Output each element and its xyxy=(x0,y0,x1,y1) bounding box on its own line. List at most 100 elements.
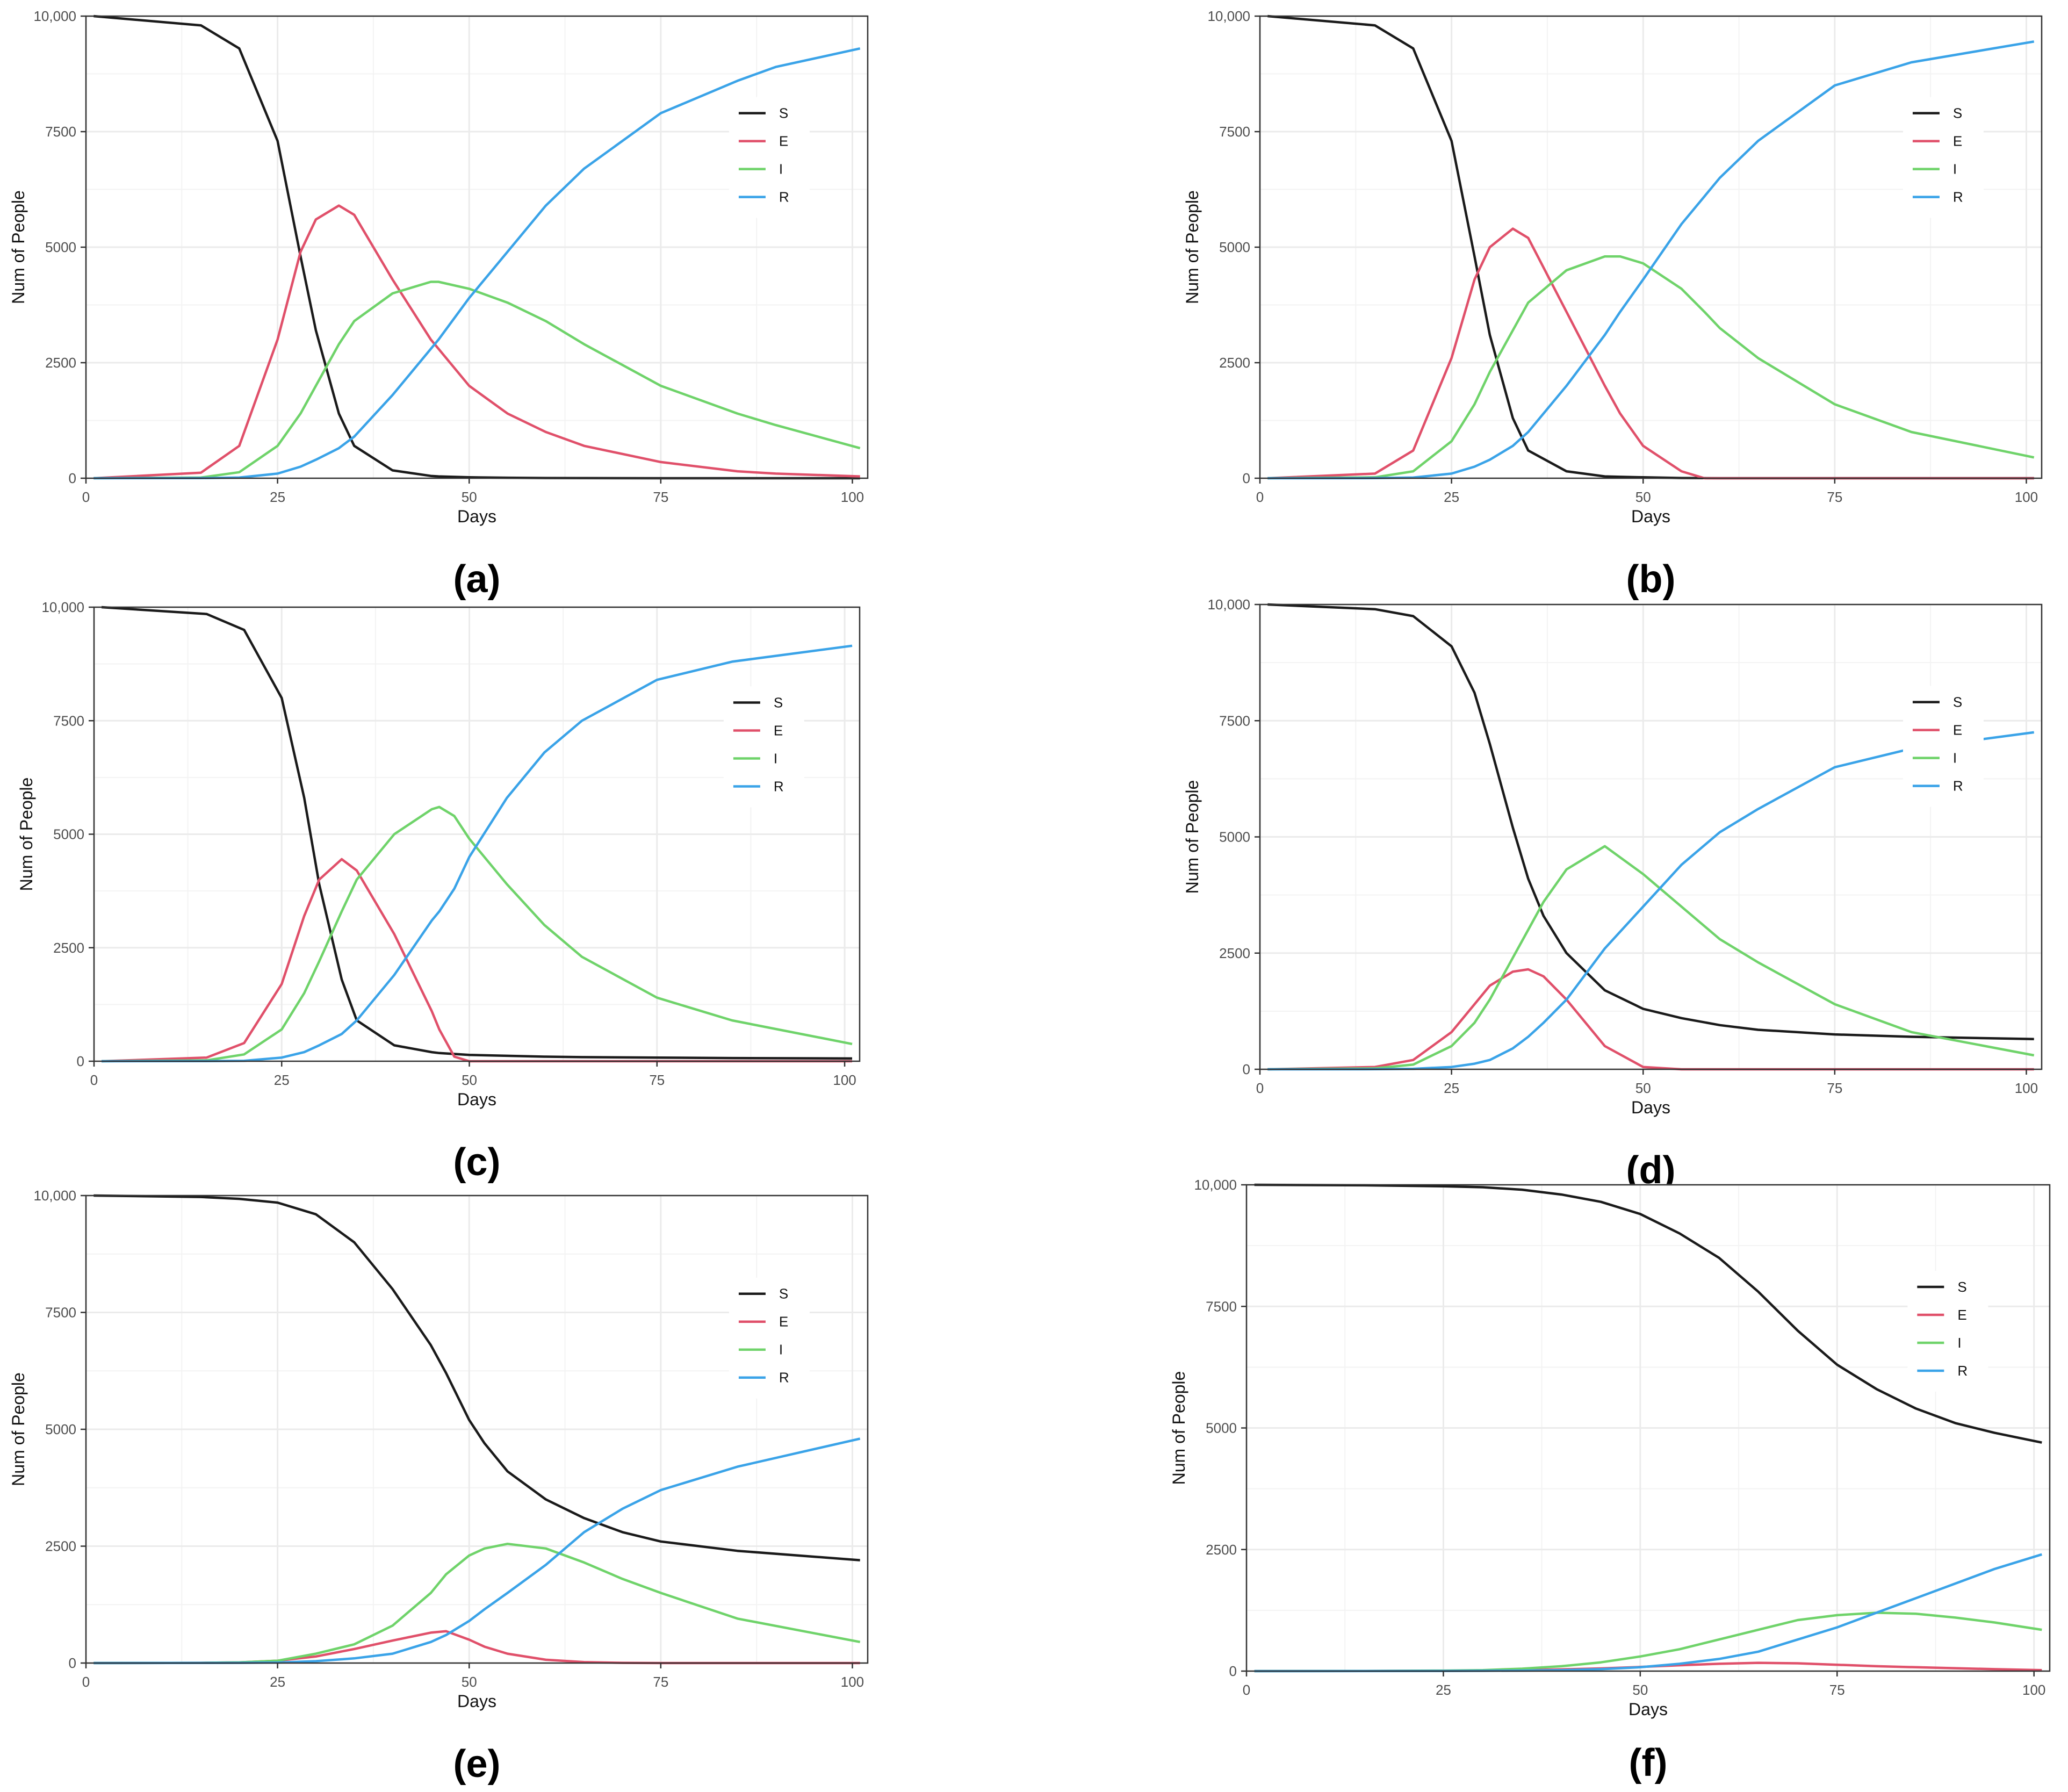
y-axis-title: Num of People xyxy=(1169,1371,1188,1485)
x-tick-label: 100 xyxy=(841,489,864,505)
x-tick-label: 25 xyxy=(1444,1080,1459,1096)
y-tick-label: 10,000 xyxy=(33,8,76,24)
legend-label-r: R xyxy=(1953,778,1963,794)
legend-label-s: S xyxy=(779,105,788,121)
x-tick-label: 100 xyxy=(2015,489,2038,505)
legend-label-i: I xyxy=(774,750,777,766)
y-axis-title: Num of People xyxy=(9,1372,28,1486)
y-tick-label: 2500 xyxy=(45,355,76,371)
x-tick-label: 50 xyxy=(462,1674,477,1690)
series-line-i xyxy=(93,1542,861,1665)
legend-label-i: I xyxy=(1953,750,1957,766)
x-tick-label: 25 xyxy=(1444,489,1459,505)
y-tick-label: 7500 xyxy=(45,1305,76,1321)
panel-caption: (c) xyxy=(453,1141,501,1184)
legend-label-r: R xyxy=(779,189,789,205)
series-line-s xyxy=(101,606,853,1060)
y-axis-title: Num of People xyxy=(1183,190,1202,304)
legend-label-r: R xyxy=(1957,1363,1968,1379)
series-line-i xyxy=(101,805,853,1063)
legend-background xyxy=(723,686,804,808)
y-tick-label: 5000 xyxy=(1219,829,1250,845)
y-tick-label: 7500 xyxy=(1219,713,1250,729)
x-axis-title: Days xyxy=(457,507,496,526)
series-line-r xyxy=(1267,731,2034,1071)
y-tick-label: 10,000 xyxy=(1194,1177,1237,1193)
chart-panel-e: 0 25 50 75 100 0 2500 5000 7500 10,000 Days Num of … xyxy=(9,1188,869,1786)
chart-panel-c: 0 25 50 75 100 0 2500 5000 7500 10,000 Days Num of … xyxy=(17,599,861,1184)
x-tick-label: 50 xyxy=(1632,1682,1648,1698)
y-tick-label: 0 xyxy=(1243,1061,1250,1077)
x-tick-label: 0 xyxy=(1256,489,1264,505)
x-tick-label: 50 xyxy=(462,1072,477,1088)
x-tick-label: 100 xyxy=(841,1674,864,1690)
legend-label-i: I xyxy=(1953,161,1957,177)
legend-label-s: S xyxy=(1953,105,1962,121)
panel-caption: (b) xyxy=(1626,558,1676,601)
x-tick-label: 75 xyxy=(1827,1080,1842,1096)
panel-caption: (f) xyxy=(1629,1741,1668,1784)
legend-label-i: I xyxy=(1957,1335,1961,1351)
legend-label-i: I xyxy=(779,161,783,177)
x-axis-title: Days xyxy=(1631,1098,1670,1117)
panel-caption: (e) xyxy=(453,1743,501,1786)
legend-background xyxy=(729,97,810,218)
legend-label-r: R xyxy=(1953,189,1963,205)
chart-panel-d: 0 25 50 75 100 0 2500 5000 7500 10,000 Days Num of … xyxy=(1183,596,2043,1192)
y-tick-label: 0 xyxy=(69,1655,76,1671)
x-tick-label: 75 xyxy=(653,1674,668,1690)
y-tick-label: 10,000 xyxy=(33,1188,76,1204)
x-tick-label: 25 xyxy=(270,489,285,505)
legend-background xyxy=(1907,1271,1988,1392)
x-tick-label: 0 xyxy=(82,1674,90,1690)
x-tick-label: 0 xyxy=(90,1072,98,1088)
legend-label-e: E xyxy=(779,133,788,149)
y-tick-label: 5000 xyxy=(45,1421,76,1437)
y-axis-title: Num of People xyxy=(9,190,28,304)
legend-background xyxy=(1903,97,1984,218)
y-tick-label: 10,000 xyxy=(1207,8,1250,24)
series-line-i xyxy=(1267,255,2035,480)
legend-label-r: R xyxy=(779,1370,789,1386)
legend-label-s: S xyxy=(779,1286,788,1302)
x-tick-label: 75 xyxy=(1827,489,1842,505)
y-tick-label: 5000 xyxy=(53,826,84,843)
y-tick-label: 0 xyxy=(1243,470,1250,486)
legend-label-r: R xyxy=(774,778,784,794)
x-tick-label: 100 xyxy=(2022,1682,2045,1698)
x-axis-title: Days xyxy=(457,1692,496,1711)
y-tick-label: 0 xyxy=(77,1053,84,1069)
y-tick-label: 2500 xyxy=(45,1538,76,1554)
series-line-e xyxy=(93,204,860,480)
x-tick-label: 0 xyxy=(82,489,90,505)
x-tick-label: 75 xyxy=(1829,1682,1845,1698)
series-line-i xyxy=(1267,845,2035,1071)
y-tick-label: 2500 xyxy=(53,940,84,956)
y-tick-label: 7500 xyxy=(1219,124,1250,140)
legend-label-s: S xyxy=(1953,694,1962,710)
series-line-i xyxy=(93,280,861,480)
y-tick-label: 2500 xyxy=(1219,355,1250,371)
x-tick-label: 25 xyxy=(270,1674,285,1690)
legend-label-e: E xyxy=(779,1314,788,1330)
series-line-r xyxy=(1267,40,2035,480)
legend-label-e: E xyxy=(774,722,783,738)
series-line-s xyxy=(1254,1183,2042,1444)
x-tick-label: 50 xyxy=(1635,489,1651,505)
legend-background xyxy=(1903,686,1984,807)
x-tick-label: 25 xyxy=(274,1072,290,1088)
chart-panel-f: 0 25 50 75 100 0 2500 5000 7500 10,000 Days Num of … xyxy=(1169,1177,2051,1784)
panel-caption: (a) xyxy=(453,558,501,601)
y-tick-label: 2500 xyxy=(1206,1542,1237,1558)
x-tick-label: 25 xyxy=(1436,1682,1451,1698)
x-axis-title: Days xyxy=(1629,1700,1668,1719)
x-tick-label: 0 xyxy=(1256,1080,1264,1096)
chart-panel-a: 0 25 50 75 100 0 2500 5000 7500 10,000 Days Num of … xyxy=(9,8,869,601)
y-tick-label: 5000 xyxy=(1219,239,1250,255)
